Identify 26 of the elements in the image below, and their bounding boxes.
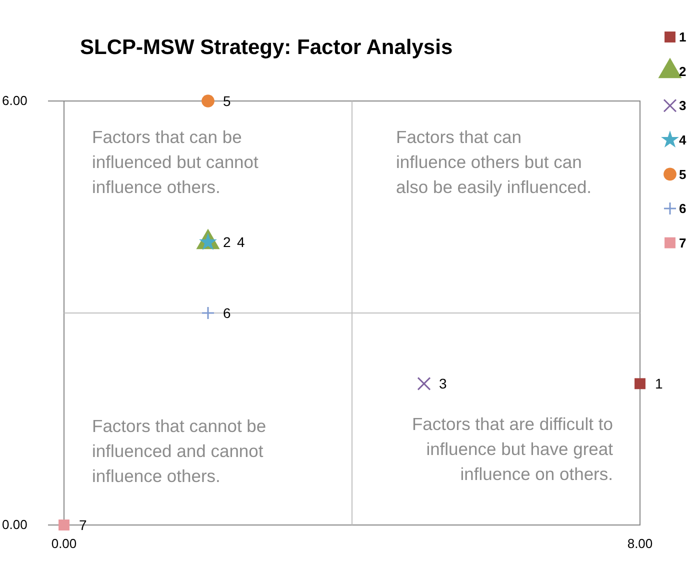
text: 2 <box>223 234 231 250</box>
annotation: Factors that are difficult to influence but have great influence on others. <box>412 414 614 484</box>
legend-label: 5 <box>679 166 686 182</box>
text: 4 <box>237 234 245 250</box>
annotation: Factors that can be influenced but cannot influence others. <box>92 127 259 197</box>
legend-label: 7 <box>679 235 686 250</box>
text: 6 <box>223 304 231 321</box>
x-tick-label: 8.00 <box>627 536 653 552</box>
legend-label: 1 <box>679 30 686 45</box>
text: 1 <box>655 376 663 392</box>
point <box>417 376 431 390</box>
text: 5 <box>223 92 231 109</box>
legend-label: 4 <box>679 132 687 148</box>
annotation: Factors that cannot be influenced and cannot influence others. <box>92 416 266 486</box>
legend-label: 6 <box>679 201 686 216</box>
legend-label: 2 <box>679 64 686 79</box>
point <box>202 94 214 108</box>
text: 7 <box>79 516 87 533</box>
point <box>201 306 215 320</box>
y-tick-label: 6.00 <box>2 93 28 108</box>
point <box>634 378 646 390</box>
chart-title: SLCP-MSW Strategy: Factor Analysis <box>80 36 453 59</box>
legend-label: 3 <box>679 98 686 114</box>
annotation: Factors that can influence others but can also be easily influenced. <box>396 127 592 197</box>
text: 3 <box>439 376 447 392</box>
point <box>58 520 70 530</box>
